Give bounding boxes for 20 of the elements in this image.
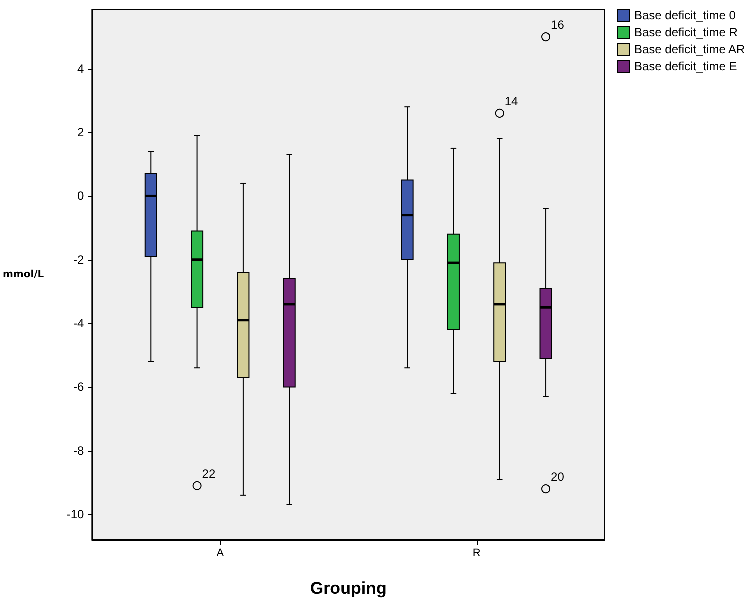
y-tick-label: -6 — [73, 380, 84, 394]
x-tick-label: A — [216, 548, 225, 560]
y-tick-label: -2 — [73, 252, 84, 267]
y-axis-title: mmol/L — [2, 270, 45, 280]
y-tick-label: 0 — [77, 189, 84, 204]
legend-label: Base deficit_time AR — [634, 42, 746, 56]
annotation: 16 — [551, 18, 565, 32]
x-tick-label: R — [472, 548, 481, 560]
y-tick-label: -10 — [66, 508, 84, 522]
legend-label: Base deficit_time 0 — [634, 8, 736, 22]
annotation: 22 — [202, 466, 216, 481]
y-tick-label: 4 — [77, 62, 84, 76]
legend-label: Base deficit_time R — [634, 26, 738, 40]
y-tick-label: -4 — [73, 316, 84, 331]
legend-label: Base deficit_time E — [634, 60, 738, 74]
y-tick-label: -8 — [73, 444, 84, 458]
x-axis-title: Grouping — [310, 579, 387, 598]
y-tick-label: 2 — [77, 126, 84, 140]
annotation: 20 — [551, 470, 565, 484]
annotation: 14 — [504, 94, 519, 108]
